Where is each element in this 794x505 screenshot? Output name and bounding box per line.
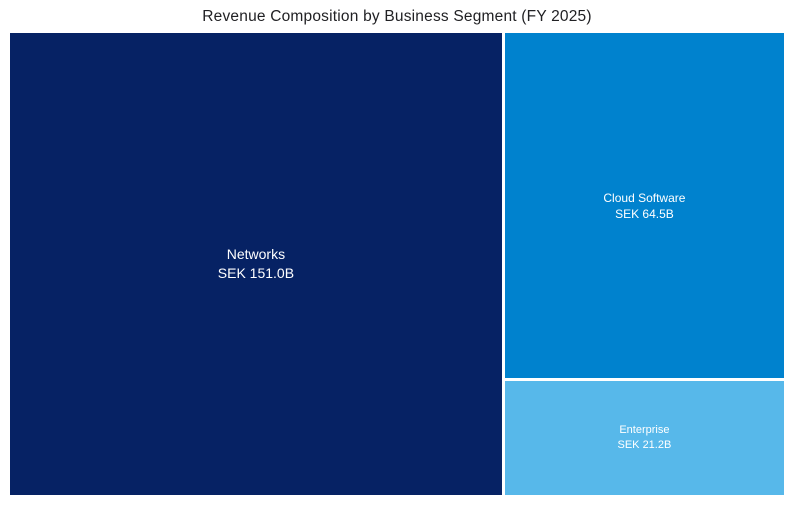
tile-value-enterprise: SEK 21.2B — [617, 439, 672, 452]
treemap-tile-networks: Networks SEK 151.0B — [10, 33, 502, 495]
tile-label-networks: Networks — [226, 246, 286, 263]
treemap: Networks SEK 151.0B Cloud Software SEK 6… — [10, 33, 784, 495]
treemap-right-column: Cloud Software SEK 64.5B Enterprise SEK … — [504, 33, 784, 495]
treemap-tile-cloud-software: Cloud Software SEK 64.5B — [504, 33, 784, 379]
treemap-tile-enterprise: Enterprise SEK 21.2B — [504, 381, 784, 495]
tile-value-cloud-software: SEK 64.5B — [615, 206, 674, 221]
tile-label-enterprise: Enterprise — [619, 424, 670, 437]
tile-value-networks: SEK 151.0B — [217, 265, 295, 281]
chart-title: Revenue Composition by Business Segment … — [202, 8, 592, 25]
tile-label-cloud-software: Cloud Software — [603, 190, 686, 205]
